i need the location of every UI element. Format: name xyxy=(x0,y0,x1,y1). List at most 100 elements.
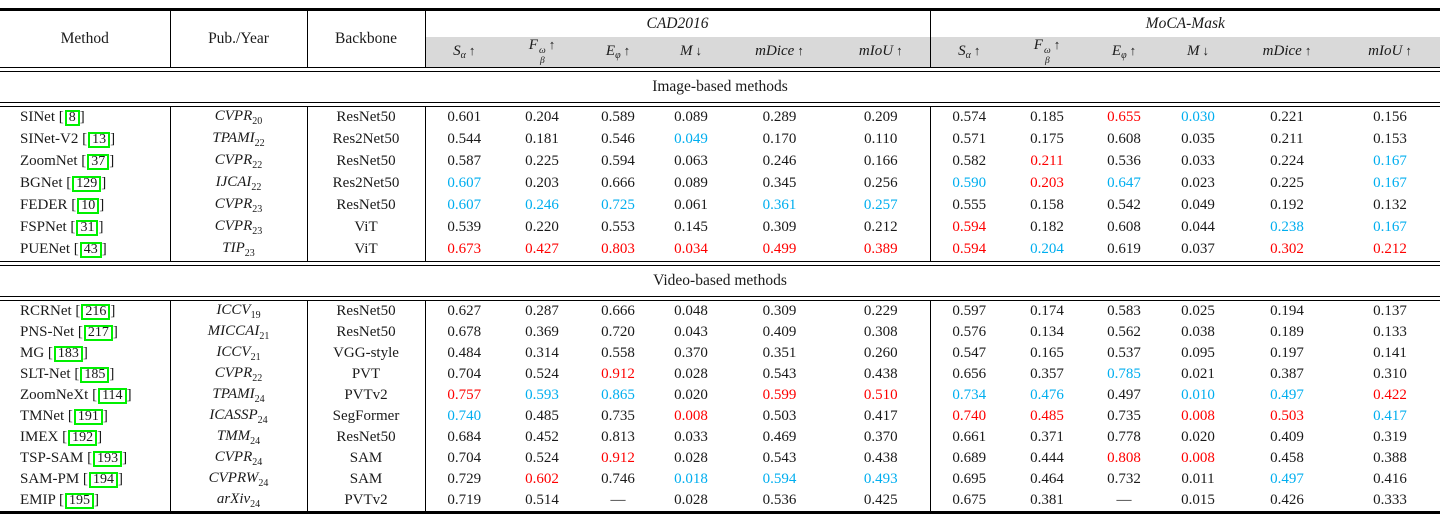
value-cell: 0.514 xyxy=(525,491,559,508)
value-cell: 0.543 xyxy=(762,365,797,382)
table-row: SLT-Net [185] CVPR22 PVT 0.704 0.524 0.912 0.0… xyxy=(0,363,1440,385)
citation-link[interactable]: 183 xyxy=(53,345,83,362)
col-header-backbone: Backbone xyxy=(307,9,426,68)
value-cell: 0.110 xyxy=(832,128,931,151)
value-cell: 0.757 xyxy=(447,386,482,403)
backbone-cell: ViT xyxy=(307,238,426,262)
value-cell: 0.607 xyxy=(447,197,482,214)
pub-year-cell: ICCV21 xyxy=(170,342,308,364)
value-cell: 0.309 xyxy=(762,302,797,319)
value-cell: 0.302 xyxy=(1270,241,1304,258)
value-cell: 0.287 xyxy=(525,302,559,319)
value-cell: 0.590 xyxy=(952,175,987,192)
value-cell: 0.497 xyxy=(1107,386,1141,403)
value-cell: 0.732 xyxy=(1107,470,1141,487)
citation-link[interactable]: 193 xyxy=(93,450,123,467)
pub-year-cell: TMM24 xyxy=(170,426,308,448)
double-rule xyxy=(0,295,1440,301)
value-cell: 0.416 xyxy=(1373,470,1407,487)
value-cell: 0.608 xyxy=(1107,219,1141,236)
value-cell: 0.720 xyxy=(601,323,635,340)
value-cell: 0.673 xyxy=(447,241,482,258)
value-cell: 0.464 xyxy=(1030,470,1064,487)
table-row: BGNet [129] IJCAI22 Res2Net50 0.607 0.203 0.6… xyxy=(0,172,1440,195)
value-cell: 0.602 xyxy=(525,470,559,487)
citation-link[interactable]: 43 xyxy=(79,242,102,259)
value-cell: 0.409 xyxy=(762,323,797,340)
value-cell: 0.438 xyxy=(832,447,931,469)
citation-link[interactable]: 217 xyxy=(83,324,113,341)
value-cell: 0.310 xyxy=(1373,365,1407,382)
value-cell: 0.684 xyxy=(447,428,482,445)
pub-year-cell: CVPR20 xyxy=(170,106,308,129)
method-cell: SLT-Net [185] xyxy=(0,363,171,385)
value-cell: 0.197 xyxy=(1270,344,1304,361)
value-cell: 0.369 xyxy=(525,323,559,340)
value-cell: 0.167 xyxy=(1373,153,1407,170)
value-cell: 0.485 xyxy=(1030,407,1064,424)
citation-link[interactable]: 192 xyxy=(68,429,98,446)
value-cell: 0.061 xyxy=(674,197,708,214)
value-cell: 0.220 xyxy=(525,219,559,236)
value-cell: 0.594 xyxy=(952,241,987,258)
value-cell: 0.289 xyxy=(762,109,797,126)
value-cell: 0.333 xyxy=(1373,491,1407,508)
value-cell: 0.063 xyxy=(674,153,708,170)
citation-link[interactable]: 8 xyxy=(64,110,80,127)
citation-link[interactable]: 13 xyxy=(88,132,111,149)
value-cell: 0.417 xyxy=(832,405,931,427)
value-cell: 0.048 xyxy=(674,302,708,319)
citation-link[interactable]: 37 xyxy=(87,154,110,171)
value-cell: 0.582 xyxy=(952,153,987,170)
value-cell: 0.539 xyxy=(447,219,482,236)
pub-year-cell: CVPRW24 xyxy=(170,468,308,490)
table-row: TMNet [191] ICASSP24 SegFormer 0.740 0.485 0.… xyxy=(0,405,1440,427)
backbone-cell: ResNet50 xyxy=(307,106,426,129)
metric-header-moca-mask-miou: mIoU ↑ xyxy=(1340,37,1440,68)
value-cell: 0.655 xyxy=(1107,109,1141,126)
value-cell: 0.137 xyxy=(1373,302,1407,319)
value-cell: 0.458 xyxy=(1270,449,1304,466)
citation-link[interactable]: 129 xyxy=(72,176,102,193)
value-cell: 0.542 xyxy=(1107,197,1141,214)
value-cell: 0.555 xyxy=(952,197,987,214)
value-cell: 0.166 xyxy=(832,150,931,173)
citation-link[interactable]: 10 xyxy=(77,198,100,215)
col-header-pub-year: Pub./Year xyxy=(170,9,308,68)
value-cell: 0.020 xyxy=(674,386,708,403)
metric-header-cad2016-s-alpha: Sα ↑ xyxy=(425,37,503,68)
header-group-row: Method Pub./Year Backbone CAD2016 MoCA-M… xyxy=(0,9,1440,68)
value-cell: 0.803 xyxy=(601,241,635,258)
value-cell: 0.095 xyxy=(1181,344,1215,361)
value-cell: 0.209 xyxy=(832,106,931,129)
metric-header-moca-mask-mae: M ↓ xyxy=(1162,37,1234,68)
value-cell: 0.034 xyxy=(674,241,708,258)
table-row: MG [183] ICCV21 VGG-style 0.484 0.314 0.558 0.… xyxy=(0,342,1440,364)
value-cell: 0.704 xyxy=(447,449,482,466)
value-cell: — xyxy=(1116,491,1132,508)
citation-link[interactable]: 195 xyxy=(65,492,95,509)
method-cell: PUENet [43] xyxy=(0,238,171,262)
value-cell: 0.503 xyxy=(762,407,797,424)
citation-link[interactable]: 31 xyxy=(76,220,99,237)
metric-header-cad2016-miou: mIoU ↑ xyxy=(832,37,931,68)
value-cell: 0.167 xyxy=(1373,219,1407,236)
citation-link[interactable]: 216 xyxy=(81,303,111,320)
value-cell: 0.607 xyxy=(447,175,482,192)
citation-link[interactable]: 191 xyxy=(73,408,103,425)
value-cell: 0.156 xyxy=(1373,109,1407,126)
citation-link[interactable]: 114 xyxy=(98,387,127,404)
pub-year-cell: CVPR24 xyxy=(170,447,308,469)
pub-year-cell: MICCAI21 xyxy=(170,321,308,343)
value-cell: 0.309 xyxy=(762,219,797,236)
value-cell: 0.212 xyxy=(832,216,931,239)
backbone-cell: ViT xyxy=(307,216,426,239)
citation-link[interactable]: 194 xyxy=(88,471,118,488)
value-cell: 0.689 xyxy=(952,449,987,466)
value-cell: 0.185 xyxy=(1030,109,1064,126)
citation-link[interactable]: 185 xyxy=(80,366,110,383)
metric-header-moca-mask-mdice: mDice ↑ xyxy=(1234,37,1340,68)
value-cell: 0.740 xyxy=(447,407,482,424)
